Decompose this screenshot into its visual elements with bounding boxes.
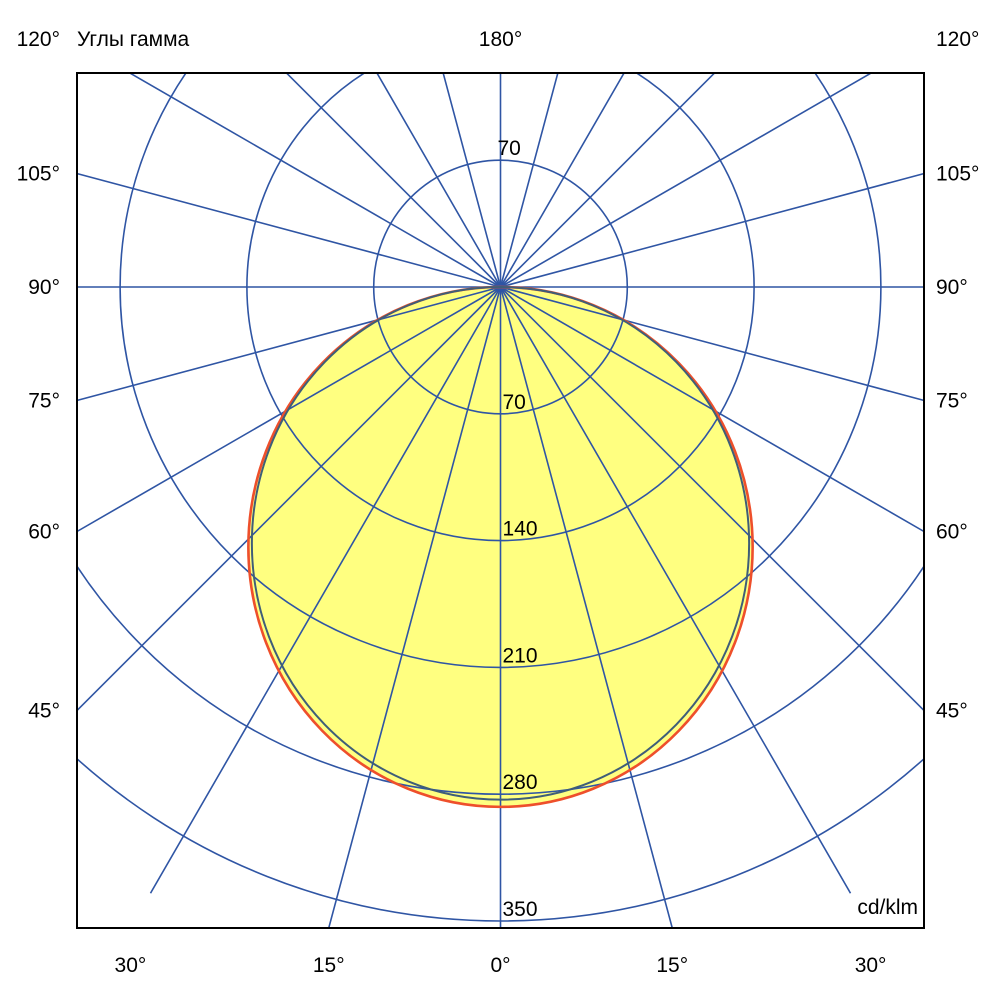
grid-ray	[500, 73, 873, 288]
grid-ray	[149, 286, 502, 894]
ring-label: 70	[503, 391, 526, 414]
bottom-angle-label: 15°	[313, 954, 345, 977]
corner-angle-label-right: 120°	[936, 28, 979, 51]
ring-label: 350	[503, 898, 538, 921]
grid-ray	[327, 286, 502, 928]
grid-ray	[77, 286, 501, 402]
side-angle-label-right: 45°	[936, 700, 968, 723]
bottom-angle-label: 15°	[656, 954, 688, 977]
grid-ray	[500, 286, 924, 533]
side-angle-label-left: 75°	[28, 389, 60, 412]
side-angle-label-right: 90°	[936, 276, 968, 299]
ring-label-upper: 70	[498, 137, 521, 160]
side-angle-label-left: 105°	[17, 163, 60, 186]
top-angle-label: 180°	[479, 28, 522, 51]
bottom-angle-label: 30°	[855, 954, 887, 977]
grid-ray	[500, 286, 924, 402]
grid-ray	[285, 73, 502, 288]
corner-angle-label-left: 120°	[17, 28, 60, 51]
side-angle-label-left: 90°	[28, 276, 60, 299]
ring-label: 280	[503, 771, 538, 794]
grid-ray	[77, 286, 501, 533]
side-angle-label-right: 75°	[936, 389, 968, 412]
grid-ray	[442, 73, 502, 288]
ring-label: 140	[503, 518, 538, 541]
grid-ray	[376, 73, 502, 288]
grid-ray	[499, 73, 625, 288]
unit-label: cd/klm	[857, 896, 918, 919]
side-angle-label-right: 105°	[936, 163, 979, 186]
grid-ray	[499, 286, 674, 928]
grid-ray	[77, 172, 501, 288]
curve-c90-c270	[250, 286, 751, 801]
grid-ray	[128, 73, 501, 288]
plot-frame	[76, 72, 925, 929]
grid-ray	[500, 172, 924, 288]
bottom-angle-label: 30°	[115, 954, 147, 977]
grid-ray	[499, 73, 716, 288]
ring-label: 210	[503, 644, 538, 667]
side-angle-label-left: 45°	[28, 700, 60, 723]
grid-ray	[499, 73, 559, 288]
side-angle-label-left: 60°	[28, 521, 60, 544]
side-angle-label-right: 60°	[936, 521, 968, 544]
bottom-angle-label: 0°	[490, 954, 510, 977]
grid-ray	[499, 286, 852, 894]
chart-title: Углы гамма	[77, 28, 190, 51]
